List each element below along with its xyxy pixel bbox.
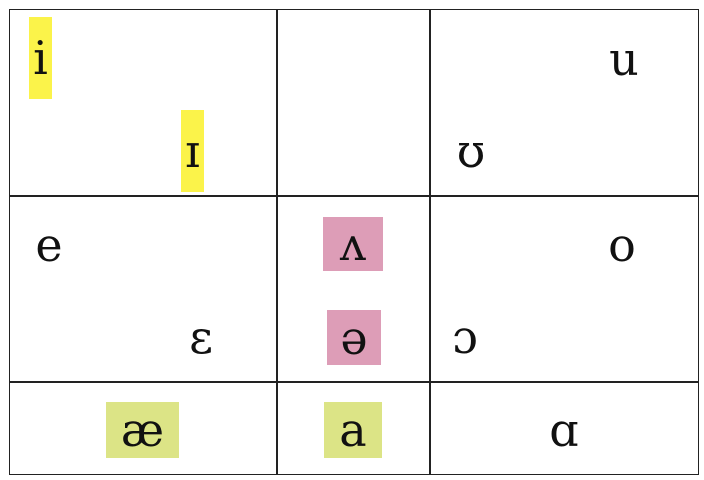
vowel-u: u bbox=[595, 36, 653, 82]
vowel-a: a bbox=[324, 402, 382, 458]
vowel-small-cap-i-label: ɪ bbox=[185, 124, 200, 178]
vowel-schwa-label: ə bbox=[340, 310, 368, 365]
vowel-chart bbox=[9, 9, 699, 475]
vowel-a-label: a bbox=[339, 403, 367, 457]
vowel-wedge-label: ʌ bbox=[340, 217, 366, 271]
vowel-epsilon: ɛ bbox=[172, 314, 230, 360]
vowel-i: i bbox=[29, 17, 52, 99]
vowel-wedge: ʌ bbox=[323, 217, 383, 271]
vowel-ash-label: æ bbox=[120, 403, 165, 457]
vowel-epsilon-label: ɛ bbox=[189, 310, 213, 364]
vowel-small-cap-i: ɪ bbox=[181, 110, 204, 192]
vowel-upsilon: ʊ bbox=[442, 128, 500, 174]
column-divider-1 bbox=[276, 10, 278, 474]
vowel-e-label: e bbox=[35, 218, 63, 272]
vowel-script-a-label: ɑ bbox=[549, 403, 579, 457]
vowel-script-a: ɑ bbox=[535, 407, 593, 453]
vowel-e: e bbox=[20, 222, 78, 268]
vowel-o: o bbox=[593, 222, 651, 268]
vowel-u-label: u bbox=[609, 32, 639, 86]
vowel-upsilon-label: ʊ bbox=[456, 124, 486, 178]
vowel-i-label: i bbox=[33, 31, 48, 85]
vowel-schwa: ə bbox=[327, 310, 381, 365]
vowel-open-o: ɔ bbox=[436, 314, 494, 360]
vowel-ash: æ bbox=[106, 402, 179, 458]
row-divider-2 bbox=[10, 381, 698, 383]
vowel-o-label: o bbox=[608, 218, 636, 272]
row-divider-1 bbox=[10, 195, 698, 197]
vowel-open-o-label: ɔ bbox=[452, 310, 478, 364]
column-divider-2 bbox=[429, 10, 431, 474]
